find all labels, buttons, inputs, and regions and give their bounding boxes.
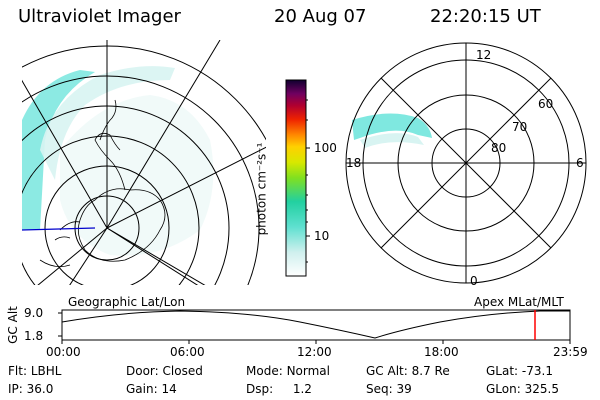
- mlt-label-0: 0: [470, 274, 478, 288]
- door-field: Door: Closed: [126, 364, 203, 378]
- door-label: Door:: [126, 364, 159, 378]
- altitude-curve: [61, 310, 570, 339]
- mode-field: Mode: Normal: [246, 364, 330, 378]
- mlat-label-70: 70: [512, 120, 528, 134]
- glat-field: GLat: -73.1: [486, 364, 553, 378]
- seq-field: Seq: 39: [366, 382, 412, 396]
- colorbar: [285, 79, 310, 277]
- image-date: 20 Aug 07: [274, 6, 367, 27]
- door-value: Closed: [162, 364, 203, 378]
- aurora-emission-apex-dim: [360, 133, 424, 148]
- mode-value: Normal: [286, 364, 330, 378]
- aurora-emission-geo: [22, 66, 214, 256]
- filter-label: Flt:: [8, 364, 27, 378]
- dsp-value: 1.2: [292, 382, 312, 396]
- xtick-2359: 23:59: [553, 345, 588, 359]
- mlt-label-12: 12: [476, 48, 492, 62]
- ip-label: IP:: [8, 382, 23, 396]
- glon-label: GLon:: [486, 382, 521, 396]
- glat-label: GLat:: [486, 364, 519, 378]
- gc-alt-field: GC Alt: 8.7 Re: [366, 364, 450, 378]
- mlat-label-80: 80: [491, 141, 507, 155]
- seq-label: Seq:: [366, 382, 393, 396]
- filter-value: LBHL: [30, 364, 62, 378]
- coastline: [39, 99, 166, 268]
- colorbar-unit-label: photon cm⁻²s⁻¹: [254, 142, 269, 236]
- imager-title: Ultraviolet Imager: [18, 6, 181, 27]
- gain-value: 14: [161, 382, 177, 396]
- altitude-ytick-low: 1.8: [24, 329, 44, 343]
- mode-label: Mode:: [246, 364, 283, 378]
- dsp-field: Dsp: 1.2: [246, 382, 312, 396]
- coastline-blue: [22, 227, 96, 231]
- gain-label: Gain:: [126, 382, 158, 396]
- glat-value: -73.1: [521, 364, 553, 378]
- ip-field: IP: 36.0: [8, 382, 53, 396]
- colorbar-tick-100: 100: [314, 141, 337, 155]
- mlat-label-60: 60: [538, 97, 554, 111]
- glon-value: 325.5: [524, 382, 559, 396]
- gc-alt-value: 8.7 Re: [411, 364, 450, 378]
- dsp-label: Dsp:: [246, 382, 274, 396]
- image-time: 22:20:15 UT: [430, 6, 541, 27]
- meridian-lines: [22, 40, 266, 285]
- seq-value: 39: [396, 382, 412, 396]
- mlt-label-6: 6: [576, 156, 584, 170]
- geographic-map: [22, 40, 266, 285]
- colorbar-tick-10: 10: [314, 229, 330, 243]
- xtick-0000: 00:00: [46, 345, 81, 359]
- apex-caption: Apex MLat/MLT: [474, 295, 564, 309]
- mlt-label-18: 18: [346, 156, 362, 170]
- geographic-caption: Geographic Lat/Lon: [68, 295, 186, 309]
- gc-alt-label: GC Alt:: [366, 364, 408, 378]
- xtick-1800: 18:00: [424, 345, 459, 359]
- glon-field: GLon: 325.5: [486, 382, 559, 396]
- xtick-0600: 06:00: [170, 345, 205, 359]
- altitude-ytick-high: 9.0: [24, 306, 44, 320]
- filter-field: Flt: LBHL: [8, 364, 61, 378]
- apex-polar-plot: [345, 42, 587, 284]
- altitude-ylabel: GC Alt: [5, 306, 20, 344]
- altitude-plot: [58, 309, 571, 344]
- ip-value: 36.0: [26, 382, 54, 396]
- gain-field: Gain: 14: [126, 382, 177, 396]
- xtick-1200: 12:00: [297, 345, 332, 359]
